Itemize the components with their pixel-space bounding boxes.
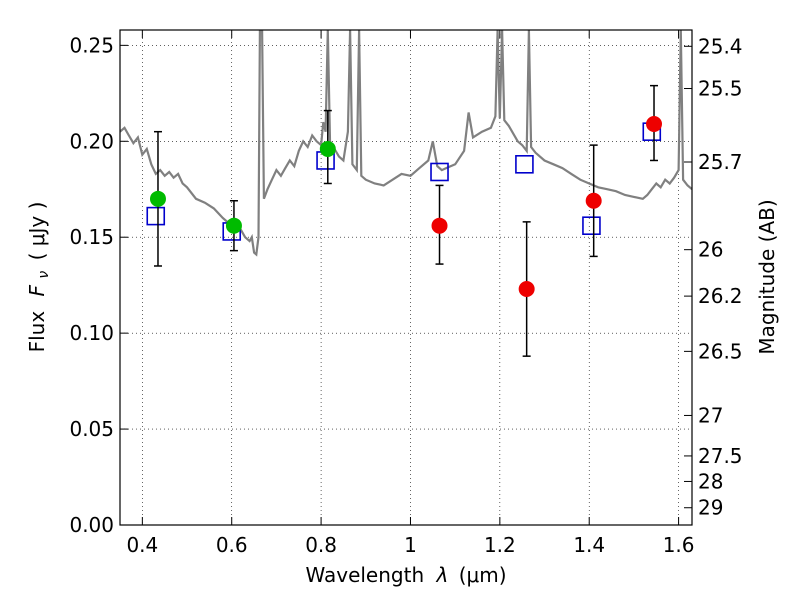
x-tick-label: 0.8 [305,533,337,557]
y2-tick-label: 27 [698,403,723,427]
x-tick-label: 1.4 [573,533,605,557]
plot-area [120,30,692,357]
x-tick-label: 0.6 [216,533,248,557]
ir-detection-marker [518,281,535,298]
y-tick-label: 0.20 [69,129,114,153]
y2-tick-label: 27.5 [698,444,743,468]
x-tick-label: 0.4 [126,533,158,557]
y-axis-label-subscript: ν [36,271,52,279]
x-tick-label: 1.6 [663,533,695,557]
y2-tick-label: 25.5 [698,77,743,101]
y2-tick-label: 26.2 [698,284,743,308]
y2-tick-label: 25.4 [698,34,743,58]
y-axis-label-prefix: Flux [25,311,49,353]
y2-tick-label: 26.5 [698,339,743,363]
y-tick-label: 0.05 [69,417,114,441]
x-axis-label-prefix: Wavelength [305,563,424,587]
y2-axis-label: Magnitude (AB) [755,199,779,354]
y-tick-label: 0.00 [69,513,114,537]
y2-tick-label: 26 [698,238,723,262]
x-axis-label: Wavelength λ (μm) [305,563,506,587]
x-tick-label: 1 [404,533,417,557]
ir-detection-marker [646,116,663,133]
y2-tick-label: 25.7 [698,150,743,174]
model-square-marker [146,206,166,226]
y-axis-label-unit: ( μJy ) [25,202,49,261]
x-axis-label-symbol: λ [436,563,449,587]
axis-ticks: 0.4 0.6 0.8 1 1.2 1.4 1.6 0.00 0.05 0.10 0.15 0.20 0… [69,30,743,557]
optical-detection-marker [149,190,166,207]
y-tick-label: 0.15 [69,225,114,249]
y-tick-label: 0.10 [69,321,114,345]
y2-tick-label: 29 [698,496,723,520]
optical-detection-marker [319,140,336,157]
x-tick-label: 1.2 [484,533,516,557]
x-axis-label-unit: (μm) [459,563,507,587]
y-axis-label: Flux F ν ( μJy ) [25,202,53,353]
model-square-marker [515,155,534,174]
model-square-marker [430,162,449,182]
y2-tick-label: 28 [698,469,723,493]
ir-detection-marker [431,217,448,234]
y-axis-label-symbol: F [25,284,49,296]
ir-detection-marker [585,192,602,209]
plot-frame [119,29,693,526]
plot-grid [120,30,692,526]
model-square-marker [582,216,601,235]
template-spectrum-line [120,30,692,257]
optical-detection-marker [225,217,242,234]
y-tick-label: 0.25 [69,33,114,57]
